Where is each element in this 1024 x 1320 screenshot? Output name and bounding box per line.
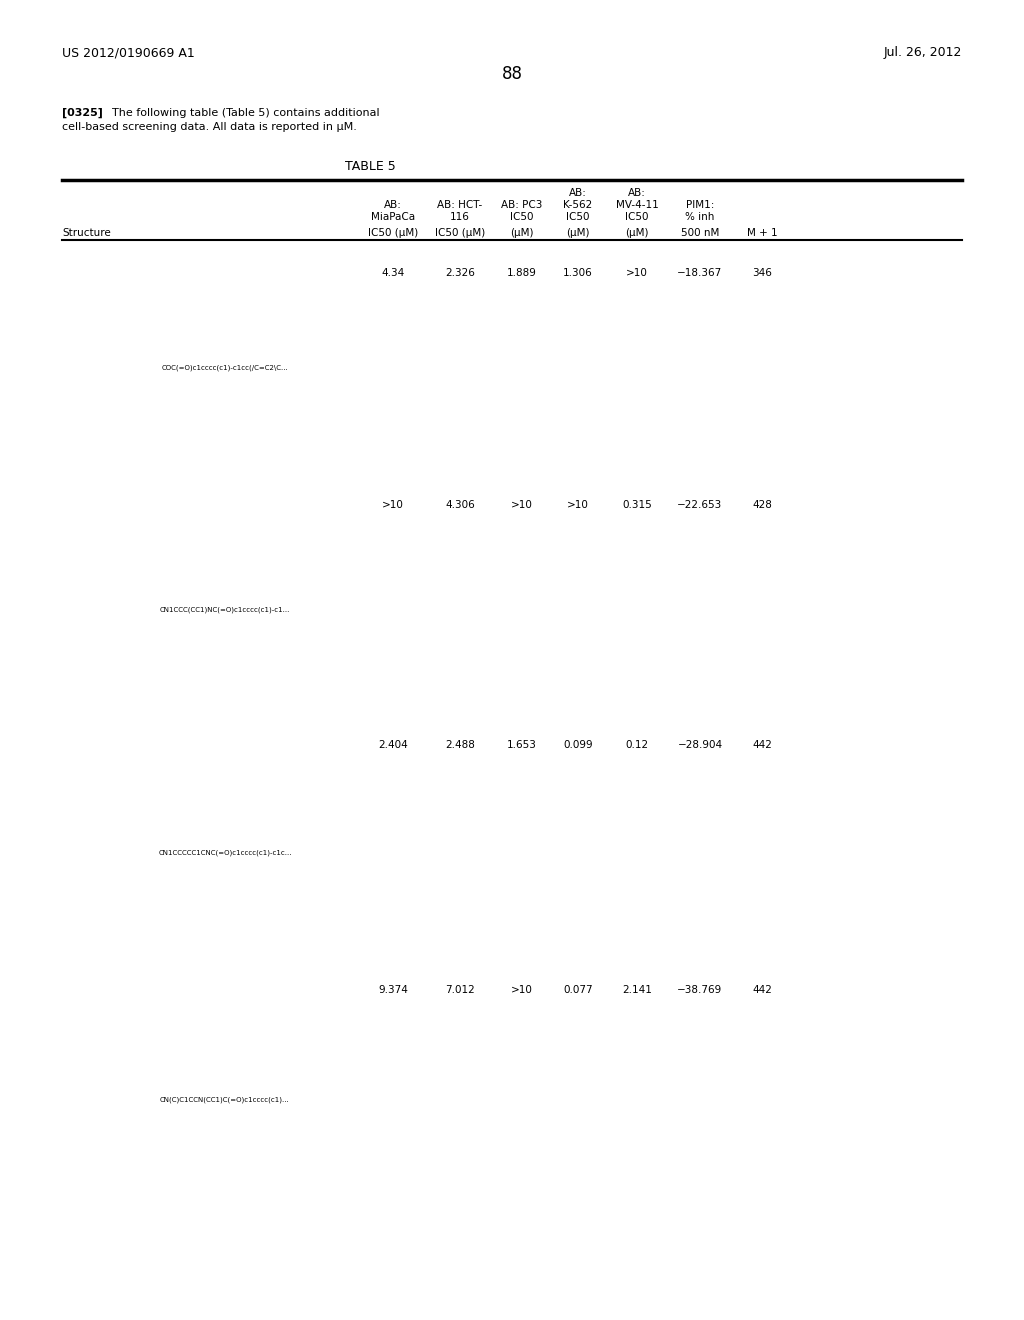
Text: >10: >10: [567, 500, 589, 510]
Text: PIM1:: PIM1:: [686, 201, 714, 210]
Text: 4.34: 4.34: [381, 268, 404, 279]
Text: IC50: IC50: [510, 213, 534, 222]
Text: >10: >10: [511, 985, 532, 995]
Text: 428: 428: [752, 500, 772, 510]
Text: −22.653: −22.653: [677, 500, 723, 510]
Text: IC50: IC50: [566, 213, 590, 222]
Text: The following table (Table 5) contains additional: The following table (Table 5) contains a…: [112, 108, 380, 117]
Text: >10: >10: [626, 268, 648, 279]
Text: 88: 88: [502, 65, 522, 83]
Text: 500 nM: 500 nM: [681, 228, 719, 238]
Text: Structure: Structure: [62, 228, 111, 238]
Text: AB:: AB:: [628, 187, 646, 198]
Text: COC(=O)c1cccc(c1)-c1cc(/C=C2\C...: COC(=O)c1cccc(c1)-c1cc(/C=C2\C...: [162, 364, 289, 371]
Text: AB:: AB:: [569, 187, 587, 198]
Text: 1.306: 1.306: [563, 268, 593, 279]
Text: 2.141: 2.141: [622, 985, 652, 995]
Text: MV-4-11: MV-4-11: [615, 201, 658, 210]
Text: AB: HCT-: AB: HCT-: [437, 201, 482, 210]
Text: 7.012: 7.012: [445, 985, 475, 995]
Text: IC50 (μM): IC50 (μM): [435, 228, 485, 238]
Text: (μM): (μM): [510, 228, 534, 238]
Text: CN(C)C1CCN(CC1)C(=O)c1cccc(c1)...: CN(C)C1CCN(CC1)C(=O)c1cccc(c1)...: [160, 1097, 290, 1104]
Text: IC50 (μM): IC50 (μM): [368, 228, 418, 238]
Text: CN1CCCCC1CNC(=O)c1cccc(c1)-c1c...: CN1CCCCC1CNC(=O)c1cccc(c1)-c1c...: [159, 849, 292, 855]
Text: CN1CCC(CC1)NC(=O)c1cccc(c1)-c1...: CN1CCC(CC1)NC(=O)c1cccc(c1)-c1...: [160, 606, 290, 612]
Text: >10: >10: [511, 500, 532, 510]
Text: TABLE 5: TABLE 5: [345, 160, 395, 173]
Text: AB: PC3: AB: PC3: [502, 201, 543, 210]
Text: IC50: IC50: [626, 213, 649, 222]
Text: (μM): (μM): [566, 228, 590, 238]
Text: Jul. 26, 2012: Jul. 26, 2012: [884, 46, 962, 59]
Text: 9.374: 9.374: [378, 985, 408, 995]
Text: 0.315: 0.315: [623, 500, 652, 510]
Text: 346: 346: [752, 268, 772, 279]
Text: 116: 116: [451, 213, 470, 222]
Text: 442: 442: [752, 985, 772, 995]
Text: MiaPaCa: MiaPaCa: [371, 213, 415, 222]
Text: (μM): (μM): [626, 228, 649, 238]
Text: % inh: % inh: [685, 213, 715, 222]
Text: AB:: AB:: [384, 201, 402, 210]
Text: 2.404: 2.404: [378, 741, 408, 750]
Text: M + 1: M + 1: [746, 228, 777, 238]
Text: [0325]: [0325]: [62, 108, 102, 119]
Text: US 2012/0190669 A1: US 2012/0190669 A1: [62, 46, 195, 59]
Text: 0.077: 0.077: [563, 985, 593, 995]
Text: −38.769: −38.769: [677, 985, 723, 995]
Text: >10: >10: [382, 500, 403, 510]
Text: 2.326: 2.326: [445, 268, 475, 279]
Text: 0.12: 0.12: [626, 741, 648, 750]
Text: 442: 442: [752, 741, 772, 750]
Text: 1.889: 1.889: [507, 268, 537, 279]
Text: 1.653: 1.653: [507, 741, 537, 750]
Text: −18.367: −18.367: [677, 268, 723, 279]
Text: 0.099: 0.099: [563, 741, 593, 750]
Text: K-562: K-562: [563, 201, 593, 210]
Text: 4.306: 4.306: [445, 500, 475, 510]
Text: cell-based screening data. All data is reported in μM.: cell-based screening data. All data is r…: [62, 121, 357, 132]
Text: −28.904: −28.904: [678, 741, 723, 750]
Text: 2.488: 2.488: [445, 741, 475, 750]
